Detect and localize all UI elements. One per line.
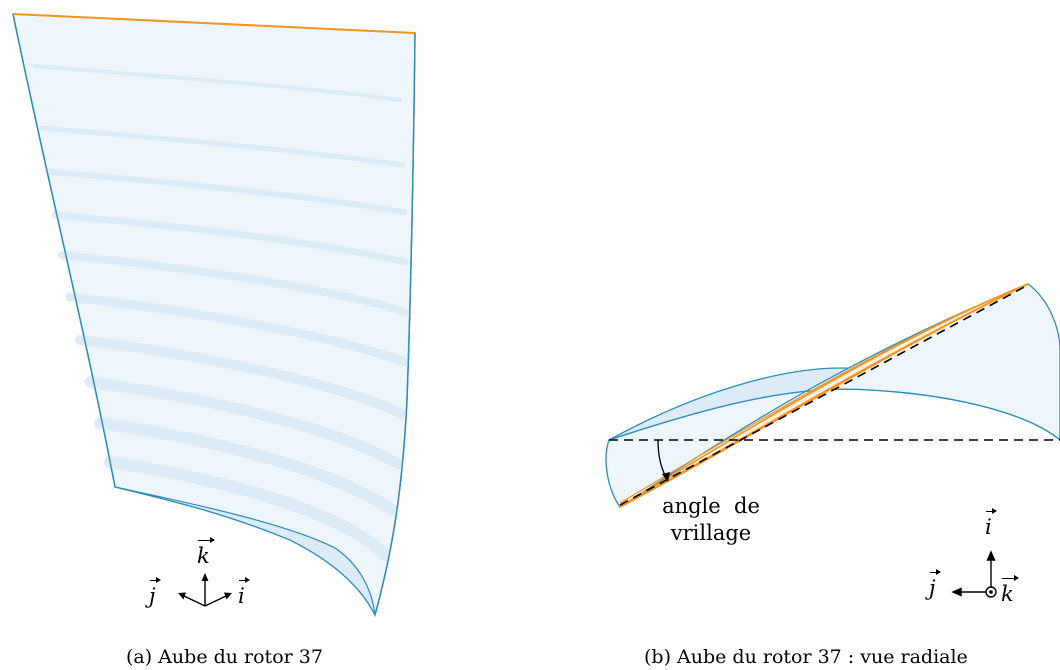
axis-label-i: i [238,577,250,608]
blade-tip-edge [12,13,416,34]
panel-b: angle de vrillage i j k (b) Aube du roto… [560,0,1060,670]
blade-radial-view [605,283,1060,598]
twist-angle-label-line1: angle de [662,494,760,518]
twist-angle-label-line2: vrillage [670,521,752,546]
panel-a: k j i (a) Aube du rotor 37 [0,0,500,670]
caption-b: (b) Aube du rotor 37 : vue radiale [644,646,968,668]
axis-triad-a [178,573,232,607]
axis-label-k-b: k [1001,575,1019,606]
tip-chord-line [619,284,1029,506]
axis-label-k: k [197,537,215,568]
axis-label-j: j [149,577,160,608]
blade-section-bands [33,64,409,561]
twist-angle-label: angle de vrillage [646,493,776,548]
blade-3d-view [12,13,416,617]
axis-triad-b [951,550,997,598]
caption-a: (a) Aube du rotor 37 [126,646,323,668]
axis-label-j-b: j [929,569,940,600]
axis-label-i-b: i [985,508,997,539]
